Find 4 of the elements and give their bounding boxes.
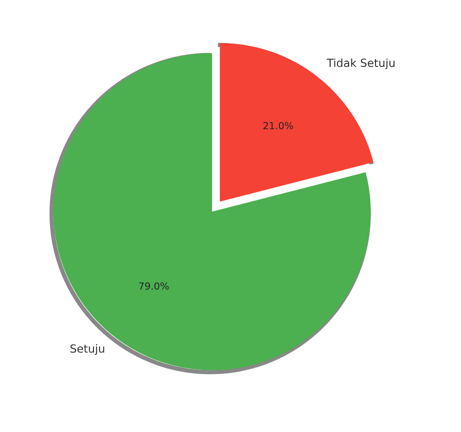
data-label: 21.0% (263, 122, 294, 130)
slice-label: Setuju (70, 344, 104, 355)
data-label: 79.0% (139, 282, 169, 290)
slice-label: Tidak Setuju (326, 58, 395, 70)
